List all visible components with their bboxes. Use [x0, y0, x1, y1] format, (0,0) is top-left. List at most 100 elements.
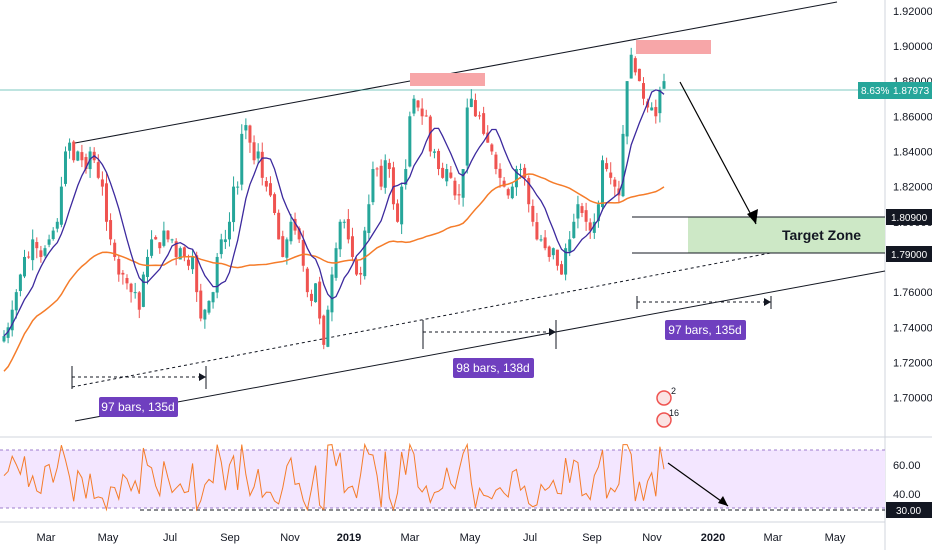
candle-body [273, 194, 277, 213]
candle-body [191, 256, 195, 270]
candle-body [285, 239, 289, 258]
candle-body [309, 293, 313, 301]
candle-body [211, 292, 215, 303]
candle-body [576, 204, 580, 219]
candle-body [486, 132, 490, 143]
rsi-tick-40: 40.00 [893, 489, 921, 501]
target-zone-box [688, 217, 885, 253]
candle-body [367, 204, 371, 233]
candle-body [654, 107, 658, 117]
candle-body [68, 142, 72, 151]
candle-body [236, 186, 240, 188]
svg-text:16: 16 [669, 408, 679, 418]
candle-body [584, 210, 588, 222]
candle-body [72, 141, 76, 161]
candle-body [543, 237, 547, 249]
candle-body [449, 172, 453, 178]
svg-text:97 bars, 135d: 97 bars, 135d [101, 400, 174, 414]
candle-body [31, 239, 35, 261]
candle-body [244, 125, 248, 131]
candle-body [281, 236, 285, 257]
candle-body [80, 152, 84, 161]
candle-body [420, 108, 424, 117]
candle-body [547, 246, 551, 257]
svg-text:1.79000: 1.79000 [891, 250, 928, 261]
candle-body [195, 255, 199, 293]
candle-body [227, 221, 231, 240]
rsi-line [3, 442, 665, 512]
candle-body [330, 274, 334, 313]
level-upper-tag: 1.80900 [886, 209, 932, 225]
candle-body [63, 151, 67, 184]
candle-body [633, 58, 637, 73]
candle-body [166, 230, 170, 240]
svg-text:97 bars, 135d: 97 bars, 135d [668, 323, 741, 337]
candle-body [22, 256, 26, 277]
price-tick-label: 1.72000 [893, 357, 932, 369]
price-tick-label: 1.90000 [893, 41, 932, 53]
candle-body [350, 236, 354, 257]
candle-body [609, 172, 613, 178]
candle-body [289, 221, 293, 242]
candle-body [47, 239, 51, 245]
candle-body [613, 179, 617, 187]
candle-body [346, 219, 350, 240]
candle-body [560, 264, 564, 275]
candle-body [207, 300, 211, 313]
time-tick-label: Mar [764, 532, 783, 544]
time-tick-label: 2019 [337, 532, 361, 544]
time-tick-label: Sep [582, 532, 602, 544]
candle-body [240, 133, 244, 185]
event-marker-1[interactable]: 2 [656, 386, 676, 406]
candle-body [223, 239, 227, 243]
candle-body [277, 212, 281, 240]
candle-body [133, 292, 137, 294]
candle-body [605, 163, 609, 170]
event-marker-2[interactable]: 16 [656, 408, 679, 428]
candle-body [314, 283, 318, 303]
time-tick-labels: Mar May Jul Sep Nov 2019 Mar May Jul Sep Nov 2020 Ma… [37, 532, 846, 544]
candle-body [514, 169, 518, 188]
candle-body [141, 274, 145, 307]
candle-body [150, 239, 154, 256]
target-zone-label: Target Zone [782, 227, 861, 243]
candle-body [404, 169, 408, 185]
time-tick-label: Sep [220, 532, 240, 544]
candle-body [555, 249, 559, 266]
candle-body [539, 239, 543, 241]
svg-text:30.00: 30.00 [896, 506, 921, 517]
candle-body [465, 107, 469, 166]
candle-body [162, 230, 166, 246]
candle-body [658, 89, 662, 114]
candle-body [51, 230, 55, 240]
candle-body [10, 309, 14, 331]
level-lower-tag: 1.79000 [886, 246, 932, 262]
candle-body [2, 336, 6, 342]
range-label-2[interactable]: 98 bars, 138d [453, 358, 534, 378]
rsi-tick-60: 60.00 [893, 460, 921, 472]
candle-body [39, 250, 43, 257]
candle-body [572, 221, 576, 238]
candle-body [453, 180, 457, 196]
candle-body [264, 180, 268, 187]
time-tick-label: 2020 [701, 532, 725, 544]
candle-body [104, 183, 108, 222]
candle-body [510, 186, 514, 199]
range-label-1[interactable]: 97 bars, 135d [99, 397, 178, 417]
candle-body [494, 154, 498, 170]
candle-body [158, 242, 162, 249]
candle-body [502, 180, 506, 187]
candle-body [551, 248, 555, 256]
candle-body [121, 272, 125, 275]
candle-body [305, 268, 309, 293]
candle-body [203, 309, 207, 320]
candle-body [437, 150, 441, 170]
candle-body [35, 242, 39, 249]
candle-body [14, 292, 18, 311]
price-tick-label: 1.74000 [893, 322, 932, 334]
candle-body [76, 151, 80, 161]
candle-body [252, 142, 256, 161]
range-label-3[interactable]: 97 bars, 135d [665, 320, 746, 340]
candle-body [662, 81, 666, 89]
